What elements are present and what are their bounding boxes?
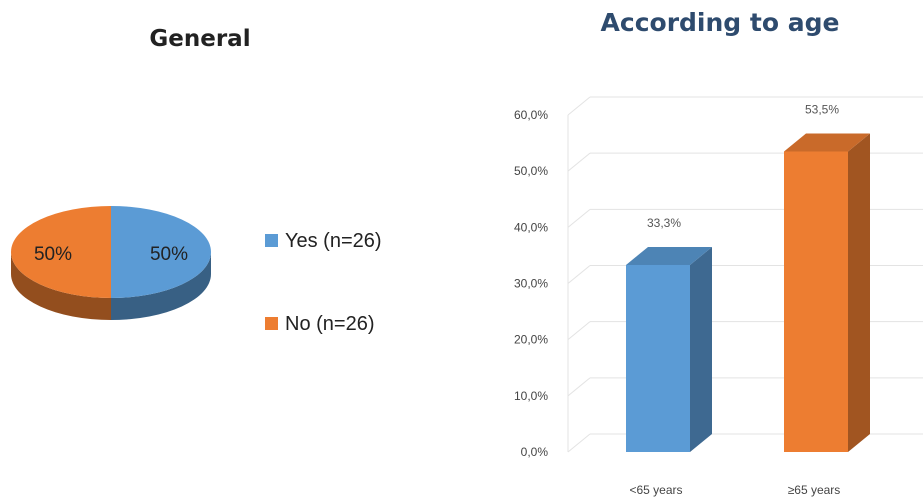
bar-side-0 — [690, 246, 712, 452]
bar-y-axis: 0,0% 10,0% 20,0% 30,0% 40,0% 50,0% 60,0% — [514, 108, 548, 459]
bar-0 — [626, 264, 690, 452]
legend-swatch-yes — [265, 234, 278, 247]
y-tick-label: 40,0% — [514, 220, 548, 234]
bar-side-1 — [848, 133, 870, 452]
pie-slice-side-1 — [11, 252, 111, 320]
pie-title: General — [149, 26, 250, 52]
pie-slice-1 — [11, 206, 111, 298]
legend-label-no: No (n=26) — [285, 313, 375, 335]
gridline-diagonal — [567, 265, 591, 284]
gridline-diagonal — [567, 377, 591, 397]
gridline-diagonal — [567, 96, 591, 116]
gridline-diagonal — [567, 433, 591, 453]
y-tick-label: 0,0% — [521, 445, 549, 459]
bar-1 — [784, 151, 848, 452]
y-tick-label: 30,0% — [514, 277, 548, 291]
y-tick-label: 20,0% — [514, 333, 548, 347]
legend-swatch-no — [265, 317, 278, 330]
pie-chart: General 50% 50% Yes (n=26) No (n=26) — [11, 26, 382, 335]
y-tick-label: 50,0% — [514, 164, 548, 178]
gridline-diagonal — [567, 321, 591, 341]
bar-x-axis: <65 years ≥65 years — [629, 483, 840, 497]
y-tick-label: 60,0% — [514, 108, 548, 122]
bar-title: According to age — [601, 8, 840, 37]
pie-slice-label-0: 50% — [150, 244, 188, 265]
bar-top-1 — [784, 133, 870, 152]
bar-chart: According to age 0,0% 10,0% 20,0% 30,0% 40,0… — [514, 8, 923, 497]
bar-top-0 — [626, 246, 712, 265]
bar-data-label-0: 33,3% — [647, 216, 681, 230]
x-tick-label-1: ≥65 years — [788, 483, 841, 497]
pie-slice-label-1: 50% — [34, 244, 72, 265]
pie-slice-side-0 — [111, 252, 211, 320]
gridline-diagonal — [567, 208, 591, 228]
pie-slice-0 — [111, 206, 211, 298]
legend-label-yes: Yes (n=26) — [285, 230, 382, 252]
bar-data-label-1: 53,5% — [805, 103, 839, 117]
y-tick-label: 10,0% — [514, 389, 548, 403]
pie-slices: 50% 50% — [11, 206, 211, 320]
gridline-diagonal — [567, 152, 591, 172]
x-tick-label-0: <65 years — [629, 483, 682, 497]
bar-marks: 33,3% 53,5% — [626, 103, 870, 452]
pie-legend: Yes (n=26) No (n=26) — [265, 230, 382, 335]
